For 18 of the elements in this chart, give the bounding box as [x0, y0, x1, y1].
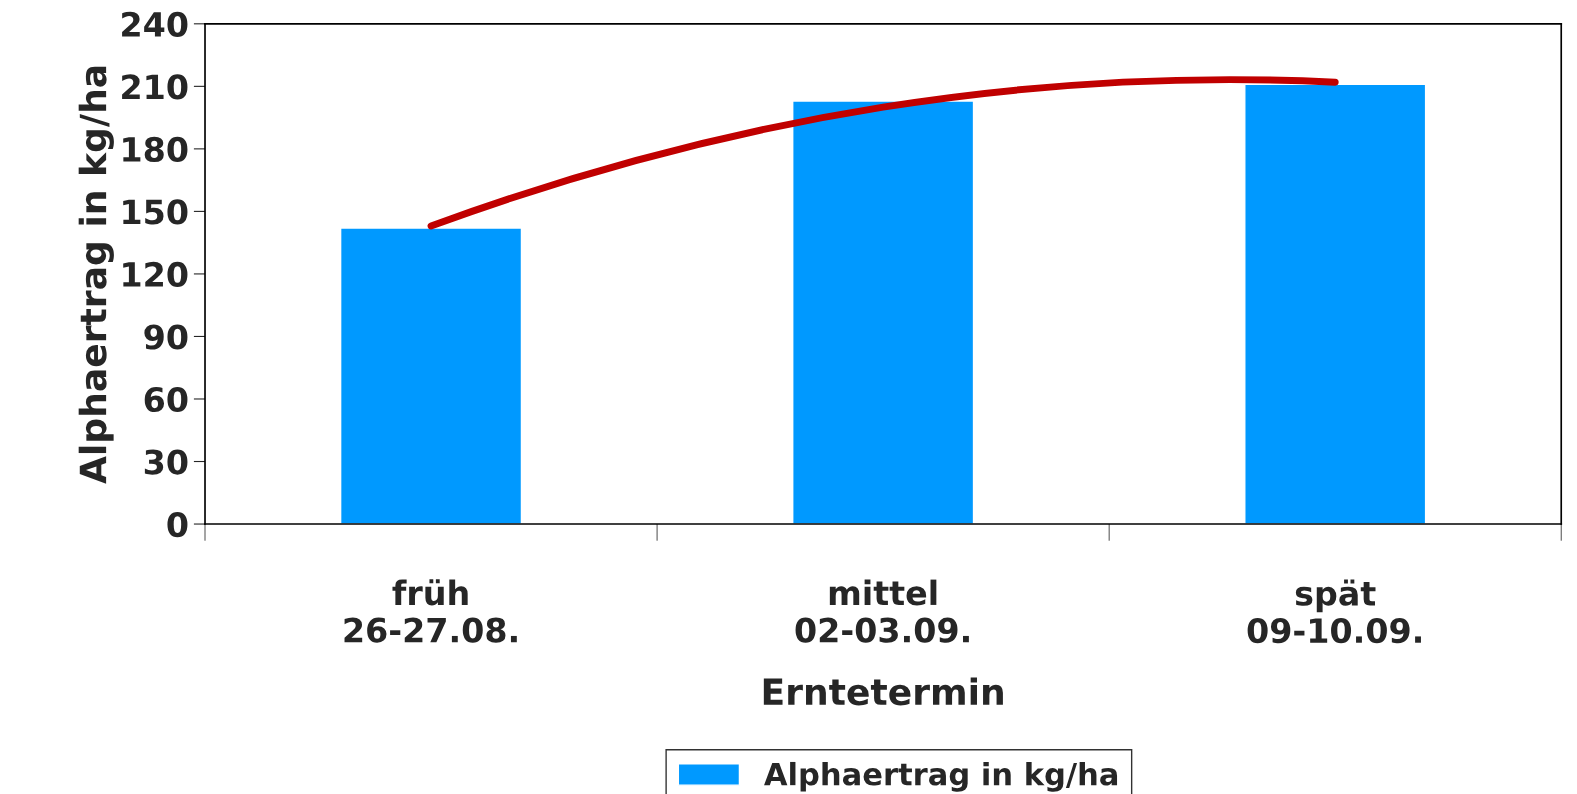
- bar: [792, 100, 975, 525]
- x-tick-label: mittel 02-03.09.: [795, 579, 969, 643]
- y-tick-label: 210: [122, 74, 188, 100]
- y-tick-label: 30: [144, 449, 188, 475]
- y-axis-title: Alphaertrag in kg/ha: [78, 66, 114, 484]
- y-tick-label: 90: [144, 324, 188, 350]
- x-tick-label: früh 26-27.08.: [344, 579, 517, 643]
- y-tick-label: 0: [167, 511, 188, 538]
- legend-label: Alphaertrag in kg/ha: [764, 761, 1118, 792]
- y-tick-label: 60: [144, 386, 188, 413]
- y-tick-label: 120: [123, 261, 188, 288]
- bar: [1244, 83, 1427, 525]
- x-axis-title: Erntetermin: [763, 677, 1003, 706]
- bar: [339, 227, 523, 525]
- y-tick-label: 180: [123, 136, 188, 163]
- x-tick-label: spät 09-10.09.: [1247, 579, 1421, 644]
- y-tick-label: 150: [123, 199, 188, 225]
- y-tick-label: 240: [122, 11, 188, 37]
